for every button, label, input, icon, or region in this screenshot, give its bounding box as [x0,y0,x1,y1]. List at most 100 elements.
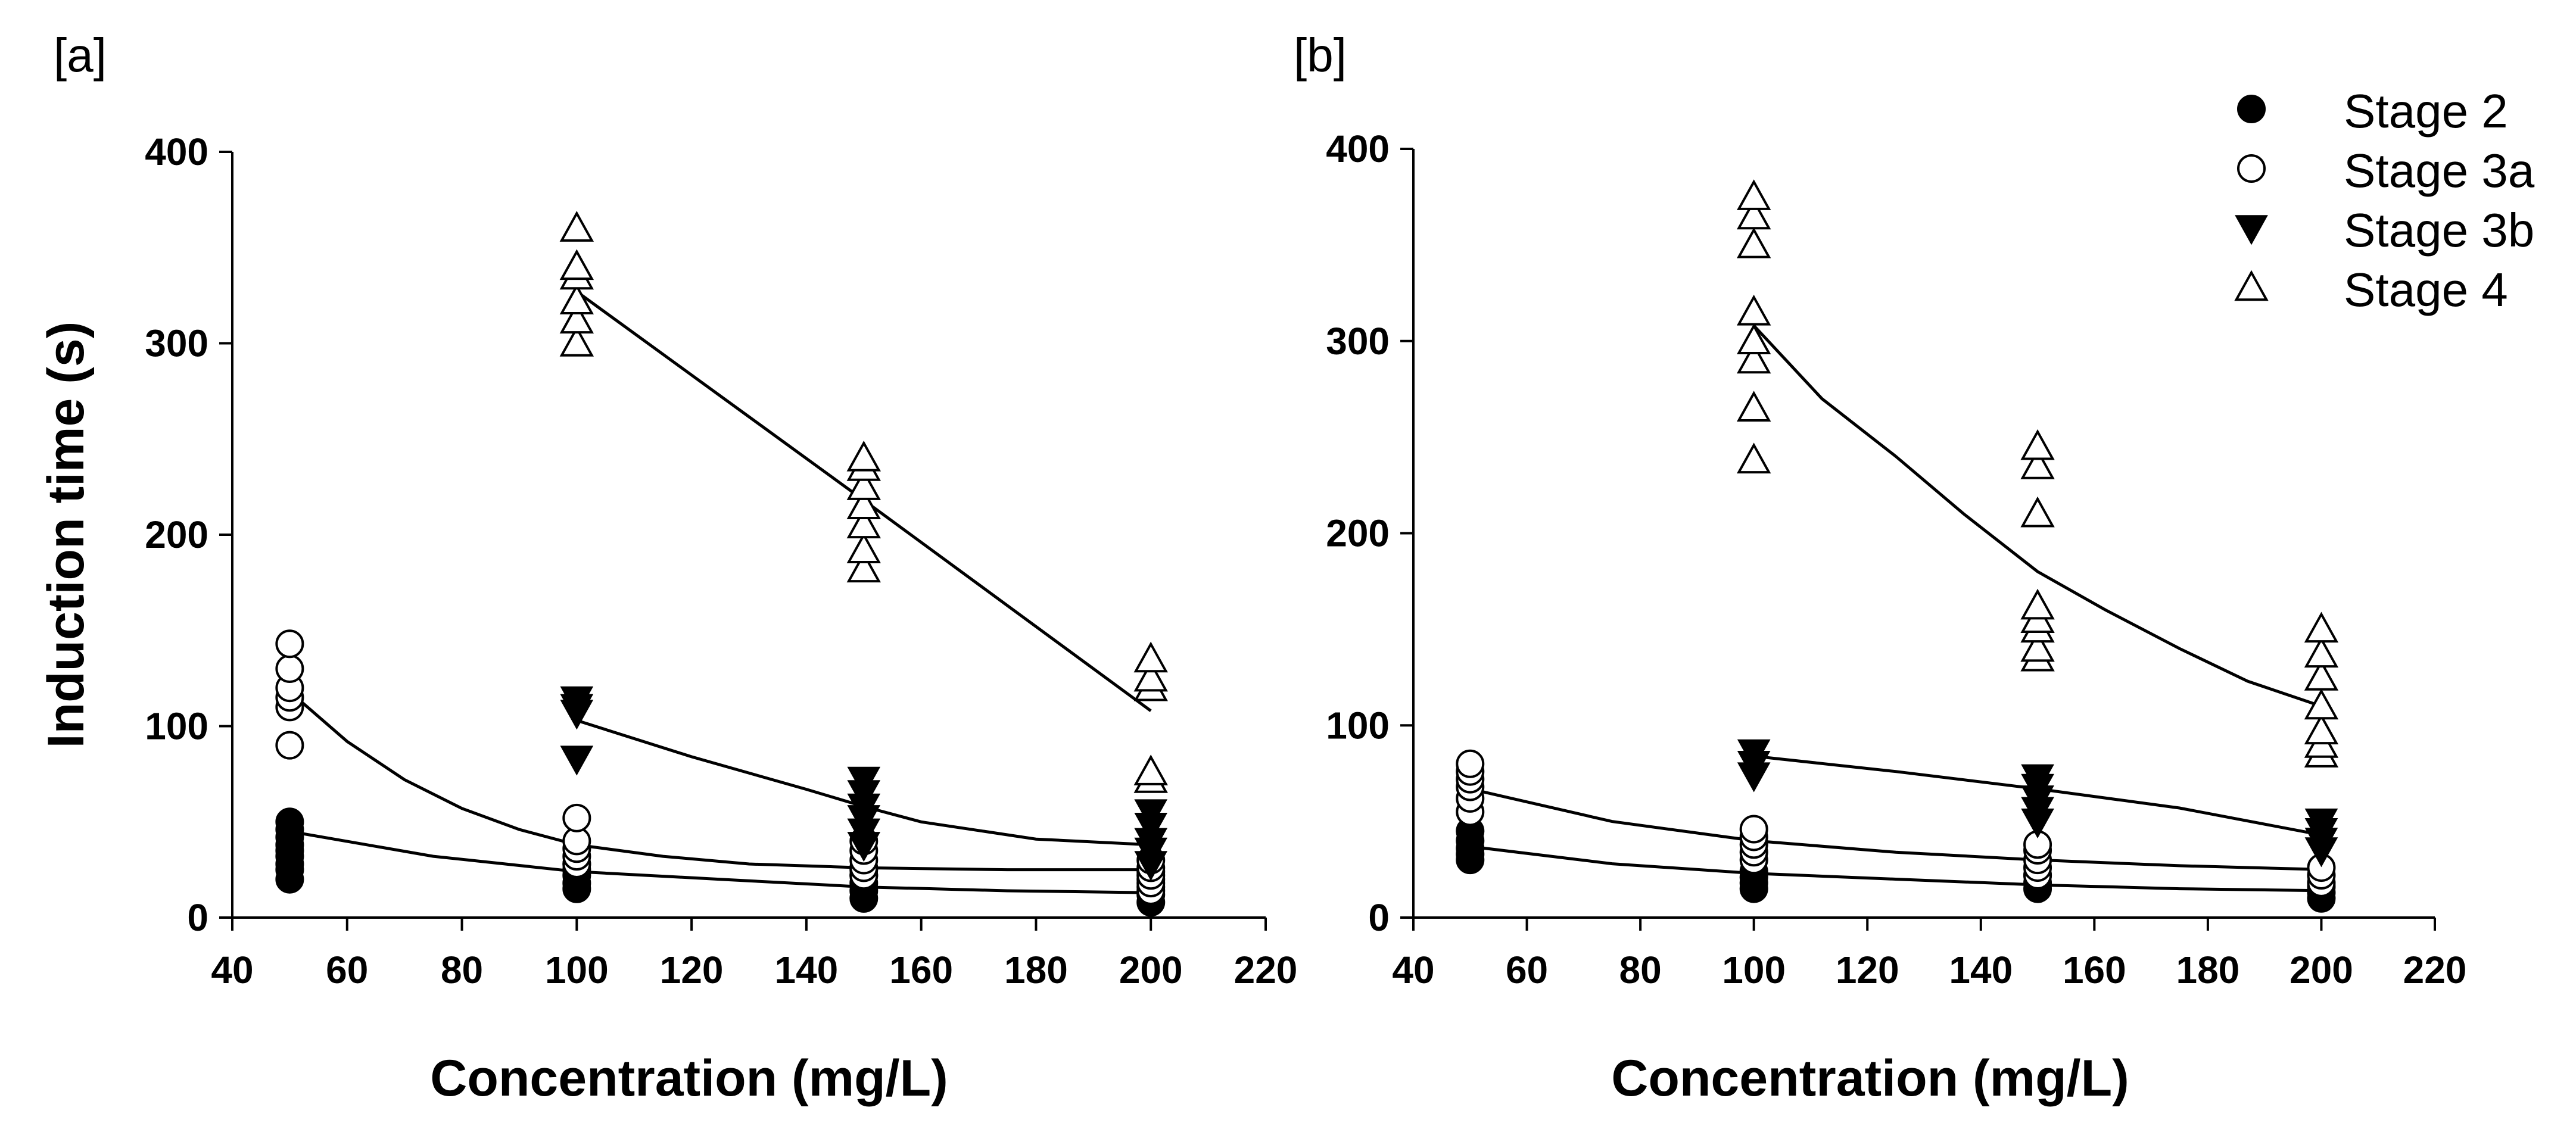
panel-b: [b] 0 100 200 300 400 40 60 80 100 120 140 160 180 2… [1294,29,2466,1107]
data-point [1133,660,1168,692]
data-point [559,211,594,242]
data-point [1736,179,1771,210]
fit-line-stage-3a [1469,787,2322,871]
data-point [1737,739,1771,769]
data-point [846,507,881,539]
data-point [559,249,594,280]
fit-line-stage-2 [289,829,1151,894]
panel-a-axes [231,152,1266,919]
data-point [2021,764,2054,794]
x-tick-label: 180 [1004,949,1068,991]
data-point [1133,754,1168,785]
data-point [846,532,881,563]
y-tick-label: 300 [1326,320,1390,363]
y-tick-label: 100 [1326,704,1390,747]
legend-item-stage-2: Stage 2 [2237,85,2508,138]
panel-a-y-ticks: 0 100 200 300 400 [145,130,232,939]
data-point [559,283,594,315]
series-stage-3b [1737,739,2338,868]
y-tick-label: 200 [145,513,208,556]
data-point [2304,688,2339,720]
data-point [275,807,304,837]
y-tick-label: 0 [187,896,208,939]
data-point [2304,713,2339,745]
x-tick-label: 40 [1392,949,1434,991]
panel-b-fit-lines [1469,325,2322,893]
legend-item-stage-3b: Stage 3b [2235,204,2534,257]
legend-label-stage-3b: Stage 3b [2344,204,2534,257]
data-point [846,488,881,520]
x-tick-label: 220 [2403,949,2467,991]
data-point [846,551,881,583]
x-tick-label: 60 [326,949,368,991]
data-point [2304,660,2339,691]
legend-marker [2235,215,2268,245]
series-stage-3b [560,686,1168,881]
panel-a-fit-lines [288,290,1152,894]
legend-label-stage-3a: Stage 3a [2344,144,2535,197]
data-point [560,686,594,716]
fit-line-stage-2 [1469,845,2322,893]
y-tick-label: 0 [1368,896,1390,939]
data-point [2304,612,2339,643]
data-point [2304,808,2338,839]
series-stage-2 [1456,816,2336,913]
data-point [2304,637,2339,668]
x-tick-label: 120 [660,949,724,991]
series-stage-4 [559,211,1168,793]
data-point [559,326,594,357]
series-stage-3a [1456,749,2336,897]
x-tick-label: 200 [2290,949,2353,991]
x-tick-label: 100 [545,949,609,991]
x-tick-label: 140 [774,949,838,991]
data-point [1456,749,1485,778]
data-point [1736,342,1771,374]
panel-a-y-label: Induction time (s) [38,322,95,748]
data-point [1736,198,1771,230]
data-point [2020,496,2055,528]
legend-label-stage-2: Stage 2 [2344,85,2508,138]
panel-b-points [1456,179,2339,913]
data-point [1736,294,1771,326]
panel-a-label: [a] [54,29,107,82]
legend-marker-open-triangle-up [2234,270,2269,301]
panel-a-points [275,211,1168,917]
data-point [2020,588,2055,620]
legend-item-stage-3a: Stage 3a [2237,144,2535,197]
data-point [1736,442,1771,474]
panel-b-label: [b] [1294,29,1347,82]
legend-marker [2234,270,2269,301]
x-tick-label: 120 [1836,949,1899,991]
data-point [1736,391,1771,422]
data-point [847,766,881,797]
series-stage-4 [1736,179,2339,768]
x-tick-label: 100 [1722,949,1786,991]
data-point [2020,429,2055,460]
y-tick-label: 400 [145,130,208,173]
data-point [2020,448,2055,479]
x-tick-label: 180 [2176,949,2239,991]
fit-line-stage-4 [1752,325,2322,708]
x-tick-label: 160 [2063,949,2126,991]
data-point [1134,799,1168,829]
data-point [846,469,881,500]
data-point [1736,323,1771,354]
panel-b-x-label: Concentration (mg/L) [1611,1050,2129,1107]
data-point [2020,631,2055,662]
x-tick-label: 60 [1506,949,1548,991]
data-point [1739,815,1768,844]
x-tick-label: 40 [211,949,253,991]
legend-marker-open-circle [2237,154,2266,183]
legend-item-stage-4: Stage 4 [2234,263,2508,316]
x-tick-label: 200 [1119,949,1183,991]
legend-label-stage-4: Stage 4 [2344,263,2508,316]
panel-a-x-label: Concentration (mg/L) [430,1050,948,1107]
data-point [275,629,304,659]
panel-a-x-ticks: 40 60 80 100 120 140 160 180 200 220 [211,918,1297,991]
data-point [1736,227,1771,258]
x-tick-label: 80 [1619,949,1662,991]
data-point [559,302,594,334]
data-point [275,731,304,760]
data-point [275,654,304,684]
